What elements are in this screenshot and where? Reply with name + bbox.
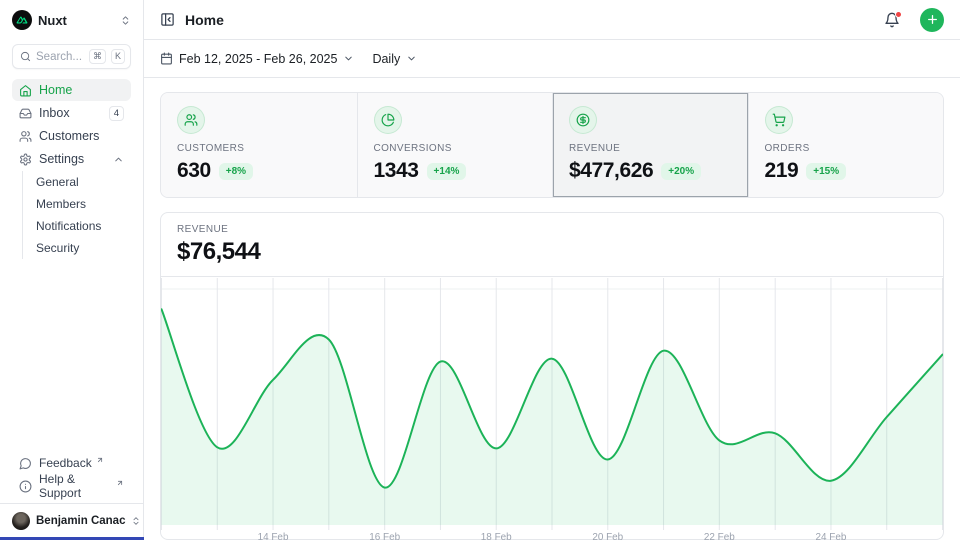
feedback-link[interactable]: Feedback [12, 452, 131, 474]
stat-label: CUSTOMERS [177, 143, 245, 154]
workspace-switcher[interactable]: Nuxt [0, 0, 143, 38]
period-select[interactable]: Daily [372, 52, 417, 66]
stat-label: REVENUE [569, 143, 621, 154]
period-label: Daily [372, 51, 401, 66]
svg-text:24 Feb: 24 Feb [816, 532, 847, 540]
dollar-circle-icon [569, 106, 597, 134]
cart-icon [764, 106, 793, 134]
gear-icon [19, 153, 32, 166]
revenue-chart-card: REVENUE $76,544 14 Feb 16 Feb 18 Feb 20 Feb… [160, 212, 944, 540]
chart-label: REVENUE [177, 224, 229, 235]
external-link-icon [96, 453, 104, 467]
sidebar-item-general[interactable]: General [36, 175, 79, 189]
add-button[interactable] [920, 7, 944, 32]
stat-value: 219 [764, 159, 799, 182]
workspace-name: Nuxt [38, 12, 67, 28]
svg-text:20 Feb: 20 Feb [592, 532, 623, 540]
external-link-icon [116, 476, 124, 490]
chart-header: REVENUE $76,544 [161, 213, 943, 277]
chevrons-up-down-icon [131, 516, 141, 526]
inbox-count-badge: 4 [108, 105, 124, 121]
sidebar-item-security[interactable]: Security [36, 241, 80, 255]
settings-submenu: General Members Notifications Security [22, 171, 131, 259]
stats-group: CUSTOMERS 630 +8% CONVERSIONS 1343 +14% [160, 92, 944, 198]
chart-plot-area[interactable]: 14 Feb 16 Feb 18 Feb 20 Feb 22 Feb 24 Feb [161, 277, 943, 540]
sidebar-item-home[interactable]: Home [12, 79, 131, 101]
stat-delta-badge: +8% [218, 162, 254, 180]
notifications-button[interactable] [884, 10, 902, 28]
sidebar-item-notifications[interactable]: Notifications [36, 219, 102, 233]
sidebar-item-label: Home [39, 83, 73, 97]
chart-value: $76,544 [177, 238, 261, 265]
svg-text:14 Feb: 14 Feb [258, 532, 289, 540]
home-icon [19, 84, 32, 97]
sidebar-item-customers[interactable]: Customers [12, 125, 131, 147]
kbd-meta: ⌘ [88, 49, 106, 64]
pie-chart-icon [373, 106, 402, 134]
filters-toolbar: Feb 12, 2025 - Feb 26, 2025 Daily [144, 40, 960, 78]
page-title: Home [185, 11, 224, 28]
sidebar-nav: Home Inbox 4 Customers Settings [0, 79, 143, 170]
stat-card-orders[interactable]: ORDERS 219 +15% [747, 93, 943, 197]
sidebar-footer: Feedback Help & Support [0, 452, 143, 503]
page-header: Home [144, 0, 960, 40]
svg-text:22 Feb: 22 Feb [704, 532, 735, 540]
search-input[interactable]: Search... ⌘ K [12, 44, 131, 69]
chevron-down-icon [343, 53, 354, 64]
sidebar-item-members[interactable]: Members [36, 197, 87, 211]
revenue-chart-svg: 14 Feb 16 Feb 18 Feb 20 Feb 22 Feb 24 Feb [161, 278, 943, 540]
stat-delta-badge: +20% [661, 162, 702, 180]
stat-delta-badge: +15% [806, 162, 847, 180]
stat-card-revenue[interactable]: REVENUE $477,626 +20% [552, 93, 748, 197]
feedback-label: Feedback [39, 456, 92, 470]
bottom-accent-bar [0, 537, 144, 540]
stat-value: 1343 [373, 159, 419, 182]
sidebar-item-inbox[interactable]: Inbox 4 [12, 102, 131, 124]
users-icon [177, 106, 205, 134]
nuxt-logo-icon [12, 10, 32, 30]
user-name: Benjamin Canac [36, 515, 126, 527]
plus-icon [927, 15, 937, 24]
help-support-label: Help & Support [39, 472, 82, 500]
stat-label: CONVERSIONS [373, 143, 452, 154]
info-circle-icon [19, 480, 32, 493]
stat-card-conversions[interactable]: CONVERSIONS 1343 +14% [356, 93, 552, 197]
stat-value: $477,626 [569, 159, 654, 182]
stat-card-customers[interactable]: CUSTOMERS 630 +8% [161, 93, 357, 197]
stat-label: ORDERS [764, 143, 810, 154]
sidebar-item-label: Inbox [39, 106, 70, 120]
calendar-icon [161, 52, 172, 65]
search-placeholder: Search... [36, 50, 83, 63]
main-area: Home Feb 12, 2025 - Feb 26, 2025 Daily [144, 0, 960, 540]
svg-text:18 Feb: 18 Feb [481, 532, 512, 540]
date-range-label: Feb 12, 2025 - Feb 26, 2025 [179, 51, 338, 66]
inbox-icon [19, 107, 32, 120]
chevron-down-icon [406, 53, 417, 64]
bell-icon [885, 12, 899, 27]
date-range-picker[interactable]: Feb 12, 2025 - Feb 26, 2025 [160, 52, 354, 66]
sidebar: Nuxt Search... ⌘ K Home [0, 0, 144, 540]
chevron-up-icon [113, 154, 124, 165]
sidebar-item-settings[interactable]: Settings [12, 148, 131, 170]
stat-delta-badge: +14% [426, 162, 467, 180]
user-menu[interactable]: Benjamin Canac [0, 503, 143, 540]
avatar [12, 512, 30, 530]
users-icon [19, 130, 32, 143]
sidebar-item-label: Customers [39, 129, 100, 143]
sidebar-item-label: Settings [39, 152, 85, 166]
notification-dot [895, 10, 902, 18]
sidebar-spacer [0, 259, 143, 452]
help-support-link[interactable]: Help & Support [12, 472, 131, 500]
chevrons-up-down-icon [120, 15, 131, 26]
stat-value: 630 [177, 159, 211, 182]
panel-left-close-icon [161, 13, 174, 26]
search-icon [20, 51, 31, 62]
collapse-sidebar-button[interactable] [160, 12, 175, 27]
message-circle-icon [19, 457, 32, 470]
dashboard-content: CUSTOMERS 630 +8% CONVERSIONS 1343 +14% [144, 78, 960, 540]
kbd-key: K [110, 49, 125, 64]
svg-text:16 Feb: 16 Feb [369, 532, 400, 540]
